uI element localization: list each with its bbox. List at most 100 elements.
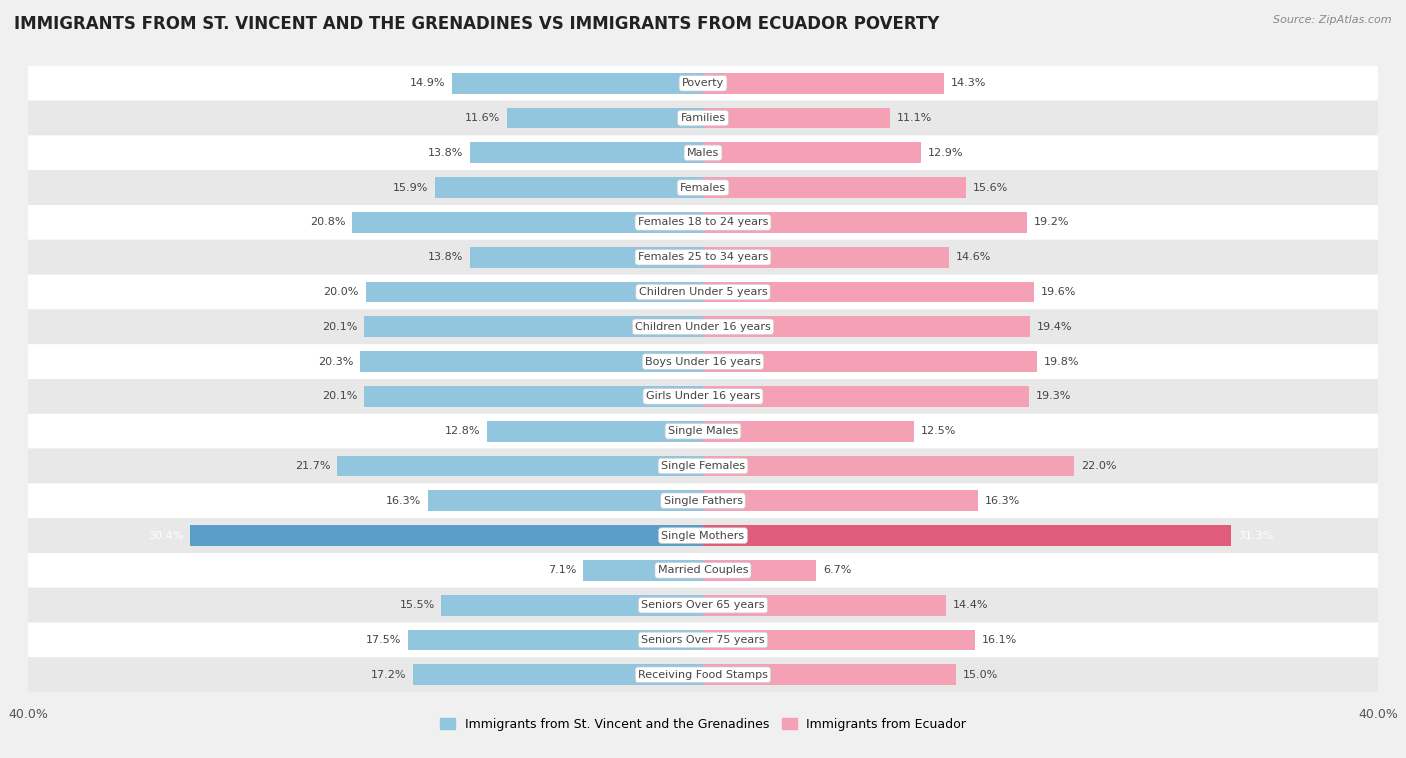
FancyBboxPatch shape (28, 66, 1378, 101)
Text: Children Under 5 years: Children Under 5 years (638, 287, 768, 297)
Text: 16.3%: 16.3% (984, 496, 1019, 506)
Bar (337, 456, 703, 477)
Text: Married Couples: Married Couples (658, 565, 748, 575)
Text: 17.5%: 17.5% (366, 635, 401, 645)
Bar (703, 490, 979, 511)
Text: 14.9%: 14.9% (409, 78, 444, 88)
Text: Females 18 to 24 years: Females 18 to 24 years (638, 218, 768, 227)
Bar (583, 560, 703, 581)
FancyBboxPatch shape (28, 449, 1378, 484)
Text: 14.3%: 14.3% (950, 78, 987, 88)
Bar (703, 525, 1232, 546)
Text: Children Under 16 years: Children Under 16 years (636, 322, 770, 332)
Bar (703, 316, 1031, 337)
Text: 19.3%: 19.3% (1035, 391, 1071, 402)
Bar (703, 456, 1074, 477)
FancyBboxPatch shape (28, 309, 1378, 344)
Text: 15.0%: 15.0% (963, 670, 998, 680)
Text: 22.0%: 22.0% (1081, 461, 1116, 471)
Text: 14.6%: 14.6% (956, 252, 991, 262)
Text: 31.3%: 31.3% (1237, 531, 1272, 540)
Bar (486, 421, 703, 442)
Text: 16.3%: 16.3% (387, 496, 422, 506)
FancyBboxPatch shape (28, 414, 1378, 449)
Text: 12.5%: 12.5% (921, 426, 956, 436)
Text: 19.8%: 19.8% (1043, 356, 1080, 367)
Bar (508, 108, 703, 129)
Bar (360, 351, 703, 372)
FancyBboxPatch shape (28, 587, 1378, 622)
Text: 20.1%: 20.1% (322, 391, 357, 402)
Bar (703, 247, 949, 268)
Text: 11.6%: 11.6% (465, 113, 501, 123)
Bar (703, 664, 956, 685)
Text: Girls Under 16 years: Girls Under 16 years (645, 391, 761, 402)
Text: 12.9%: 12.9% (928, 148, 963, 158)
Bar (703, 560, 815, 581)
Text: 21.7%: 21.7% (295, 461, 330, 471)
FancyBboxPatch shape (28, 379, 1378, 414)
Text: 20.3%: 20.3% (318, 356, 354, 367)
Bar (470, 247, 703, 268)
Text: Receiving Food Stamps: Receiving Food Stamps (638, 670, 768, 680)
FancyBboxPatch shape (28, 205, 1378, 240)
FancyBboxPatch shape (28, 274, 1378, 309)
Text: Males: Males (688, 148, 718, 158)
Legend: Immigrants from St. Vincent and the Grenadines, Immigrants from Ecuador: Immigrants from St. Vincent and the Gren… (434, 713, 972, 736)
Text: 30.4%: 30.4% (148, 531, 183, 540)
Text: 19.6%: 19.6% (1040, 287, 1076, 297)
Text: 19.4%: 19.4% (1038, 322, 1073, 332)
Bar (352, 212, 703, 233)
FancyBboxPatch shape (28, 344, 1378, 379)
FancyBboxPatch shape (28, 622, 1378, 657)
Text: Single Mothers: Single Mothers (661, 531, 745, 540)
FancyBboxPatch shape (28, 657, 1378, 692)
Bar (703, 212, 1026, 233)
Text: Boys Under 16 years: Boys Under 16 years (645, 356, 761, 367)
Text: 14.4%: 14.4% (953, 600, 988, 610)
FancyBboxPatch shape (28, 553, 1378, 587)
Text: 20.1%: 20.1% (322, 322, 357, 332)
Text: 12.8%: 12.8% (444, 426, 481, 436)
Text: 7.1%: 7.1% (548, 565, 576, 575)
Bar (703, 629, 974, 650)
Bar (366, 281, 703, 302)
Text: Females 25 to 34 years: Females 25 to 34 years (638, 252, 768, 262)
FancyBboxPatch shape (28, 136, 1378, 171)
Bar (190, 525, 703, 546)
Bar (703, 281, 1033, 302)
Bar (703, 73, 945, 94)
Bar (413, 664, 703, 685)
Text: 13.8%: 13.8% (427, 252, 464, 262)
Text: 15.5%: 15.5% (399, 600, 434, 610)
FancyBboxPatch shape (28, 240, 1378, 274)
Bar (364, 316, 703, 337)
Text: Single Females: Single Females (661, 461, 745, 471)
Bar (470, 143, 703, 163)
Text: 13.8%: 13.8% (427, 148, 464, 158)
Text: 15.9%: 15.9% (392, 183, 427, 193)
Bar (703, 421, 914, 442)
Text: IMMIGRANTS FROM ST. VINCENT AND THE GRENADINES VS IMMIGRANTS FROM ECUADOR POVERT: IMMIGRANTS FROM ST. VINCENT AND THE GREN… (14, 15, 939, 33)
Bar (703, 595, 946, 615)
Text: 16.1%: 16.1% (981, 635, 1017, 645)
Bar (364, 386, 703, 407)
Bar (427, 490, 703, 511)
Bar (703, 386, 1029, 407)
Text: 19.2%: 19.2% (1033, 218, 1069, 227)
Text: 20.0%: 20.0% (323, 287, 359, 297)
Text: 20.8%: 20.8% (309, 218, 346, 227)
Bar (434, 177, 703, 198)
Bar (408, 629, 703, 650)
Text: Seniors Over 75 years: Seniors Over 75 years (641, 635, 765, 645)
Text: 15.6%: 15.6% (973, 183, 1008, 193)
Bar (451, 73, 703, 94)
Bar (703, 351, 1038, 372)
FancyBboxPatch shape (28, 484, 1378, 518)
FancyBboxPatch shape (28, 171, 1378, 205)
Bar (441, 595, 703, 615)
Bar (703, 108, 890, 129)
Text: Poverty: Poverty (682, 78, 724, 88)
Text: Single Males: Single Males (668, 426, 738, 436)
Bar (703, 177, 966, 198)
